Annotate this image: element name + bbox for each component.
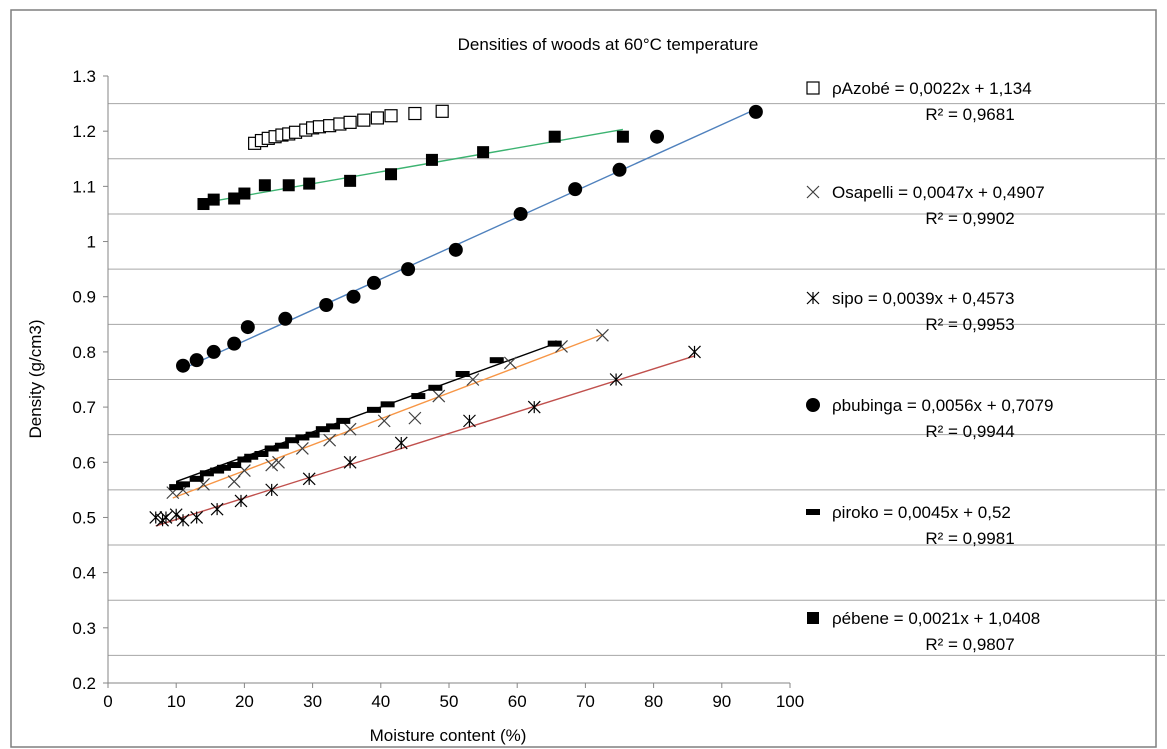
legend-r2: R² = 0,9681 bbox=[925, 105, 1014, 124]
y-tick-label: 1.3 bbox=[72, 67, 96, 86]
data-point bbox=[477, 146, 489, 158]
legend-r2: R² = 0,9944 bbox=[925, 422, 1014, 441]
data-point bbox=[176, 359, 190, 373]
data-point bbox=[381, 401, 395, 407]
x-axis-label: Moisture content (%) bbox=[370, 726, 527, 745]
legend-equation: ρiroko = 0,0045x + 0,52 bbox=[832, 503, 1011, 522]
data-point bbox=[344, 116, 356, 128]
legend-marker bbox=[807, 612, 819, 624]
y-axis-label: Density (g/cm3) bbox=[26, 319, 45, 438]
data-point bbox=[456, 371, 470, 377]
data-point bbox=[367, 276, 381, 290]
y-tick-label: 0.6 bbox=[72, 453, 96, 472]
y-tick-label: 0.2 bbox=[72, 674, 96, 693]
legend-marker bbox=[807, 82, 819, 94]
data-point bbox=[275, 443, 289, 449]
data-point bbox=[283, 179, 295, 191]
data-point bbox=[568, 182, 582, 196]
legend-equation: ρébene = 0,0021x + 1,0408 bbox=[832, 609, 1040, 628]
x-tick-label: 80 bbox=[644, 692, 663, 711]
x-tick-label: 90 bbox=[712, 692, 731, 711]
chart-title: Densities of woods at 60°C temperature bbox=[458, 35, 759, 54]
data-point bbox=[436, 105, 448, 117]
x-tick-label: 100 bbox=[776, 692, 804, 711]
data-point bbox=[176, 481, 190, 487]
data-point bbox=[238, 188, 250, 200]
legend-r2: R² = 0,9807 bbox=[925, 635, 1014, 654]
data-point bbox=[385, 168, 397, 180]
data-point bbox=[385, 110, 397, 122]
legend-equation: Osapelli = 0,0047x + 0,4907 bbox=[832, 183, 1045, 202]
y-tick-label: 0.5 bbox=[72, 508, 96, 527]
data-point bbox=[548, 341, 562, 347]
x-tick-label: 70 bbox=[576, 692, 595, 711]
data-point bbox=[409, 108, 421, 120]
data-point bbox=[241, 320, 255, 334]
data-point bbox=[190, 476, 204, 482]
data-point bbox=[428, 385, 442, 391]
data-point bbox=[278, 312, 292, 326]
data-point bbox=[749, 105, 763, 119]
data-point bbox=[367, 407, 381, 413]
data-point bbox=[617, 131, 629, 143]
data-point bbox=[197, 198, 209, 210]
y-tick-label: 0.7 bbox=[72, 398, 96, 417]
data-point bbox=[344, 175, 356, 187]
data-point bbox=[514, 207, 528, 221]
y-tick-label: 0.8 bbox=[72, 343, 96, 362]
data-point bbox=[411, 393, 425, 399]
data-point bbox=[549, 131, 561, 143]
x-tick-label: 0 bbox=[103, 692, 112, 711]
data-point bbox=[227, 337, 241, 351]
legend-marker bbox=[806, 509, 820, 515]
data-point bbox=[613, 163, 627, 177]
data-point bbox=[347, 290, 361, 304]
data-point bbox=[358, 114, 370, 126]
x-tick-label: 60 bbox=[508, 692, 527, 711]
data-point bbox=[650, 130, 664, 144]
legend-r2: R² = 0,9953 bbox=[925, 315, 1014, 334]
legend-equation: ρbubinga = 0,0056x + 0,7079 bbox=[832, 396, 1053, 415]
data-point bbox=[254, 451, 268, 457]
data-point bbox=[259, 179, 271, 191]
x-tick-label: 20 bbox=[235, 692, 254, 711]
legend-r2: R² = 0,9981 bbox=[925, 529, 1014, 548]
y-tick-label: 0.9 bbox=[72, 288, 96, 307]
data-point bbox=[227, 462, 241, 468]
data-point bbox=[306, 432, 320, 438]
data-point bbox=[326, 423, 340, 429]
legend-equation: sipo = 0,0039x + 0,4573 bbox=[832, 289, 1014, 308]
data-point bbox=[336, 418, 350, 424]
legend-marker bbox=[806, 398, 820, 412]
y-tick-label: 0.4 bbox=[72, 564, 96, 583]
data-point bbox=[490, 357, 504, 363]
y-tick-label: 0.3 bbox=[72, 619, 96, 638]
y-tick-label: 1.1 bbox=[72, 177, 96, 196]
data-point bbox=[401, 262, 415, 276]
x-tick-label: 50 bbox=[440, 692, 459, 711]
data-point bbox=[303, 178, 315, 190]
data-point bbox=[190, 353, 204, 367]
data-point bbox=[371, 112, 383, 124]
data-point bbox=[208, 194, 220, 206]
legend-r2: R² = 0,9902 bbox=[925, 209, 1014, 228]
x-tick-label: 10 bbox=[167, 692, 186, 711]
data-point bbox=[426, 154, 438, 166]
legend-equation: ρAzobé = 0,0022x + 1,134 bbox=[832, 79, 1032, 98]
x-tick-label: 30 bbox=[303, 692, 322, 711]
data-point bbox=[228, 193, 240, 205]
data-point bbox=[207, 345, 221, 359]
data-point bbox=[449, 243, 463, 257]
y-tick-label: 1 bbox=[87, 233, 96, 252]
x-tick-label: 40 bbox=[371, 692, 390, 711]
data-point bbox=[319, 298, 333, 312]
y-tick-label: 1.2 bbox=[72, 122, 96, 141]
